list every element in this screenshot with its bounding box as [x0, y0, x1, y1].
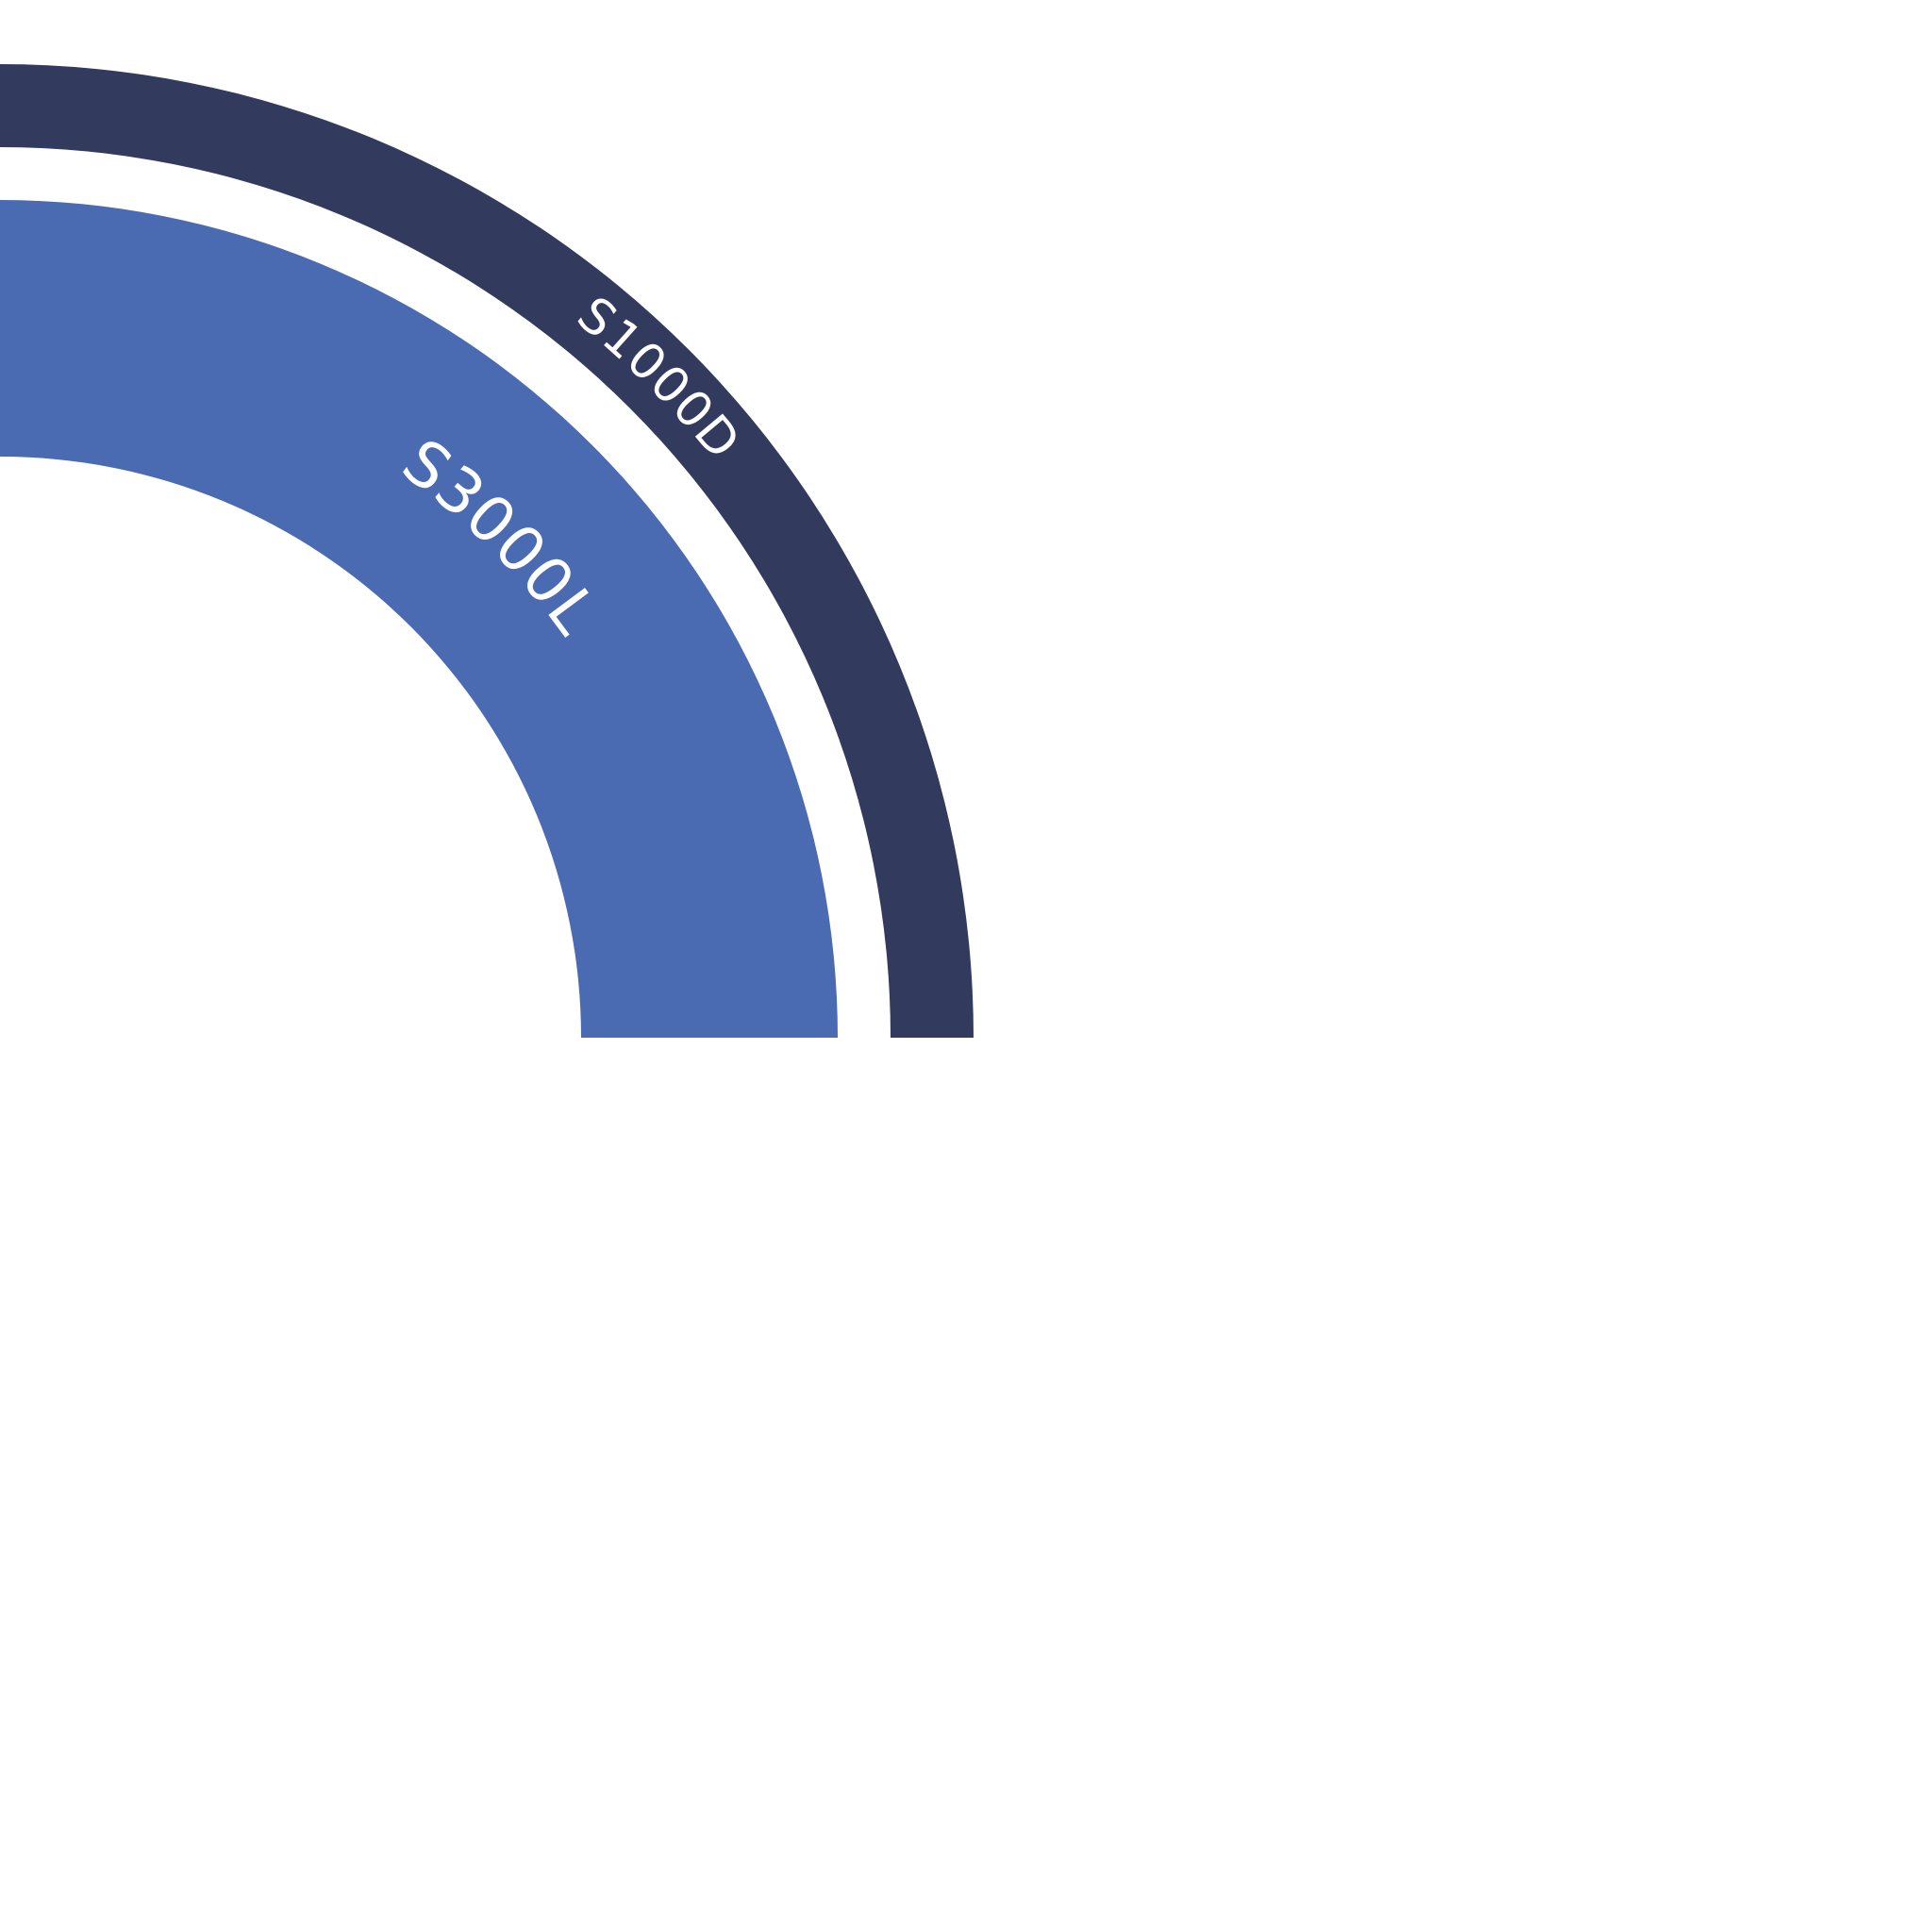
- outer-ring-label-text: S1000D: [567, 286, 750, 471]
- outer-ring-segment[interactable]: [0, 64, 974, 1038]
- outer-ring-label: S1000D: [567, 286, 752, 471]
- inner-ring-segment[interactable]: [0, 200, 838, 1038]
